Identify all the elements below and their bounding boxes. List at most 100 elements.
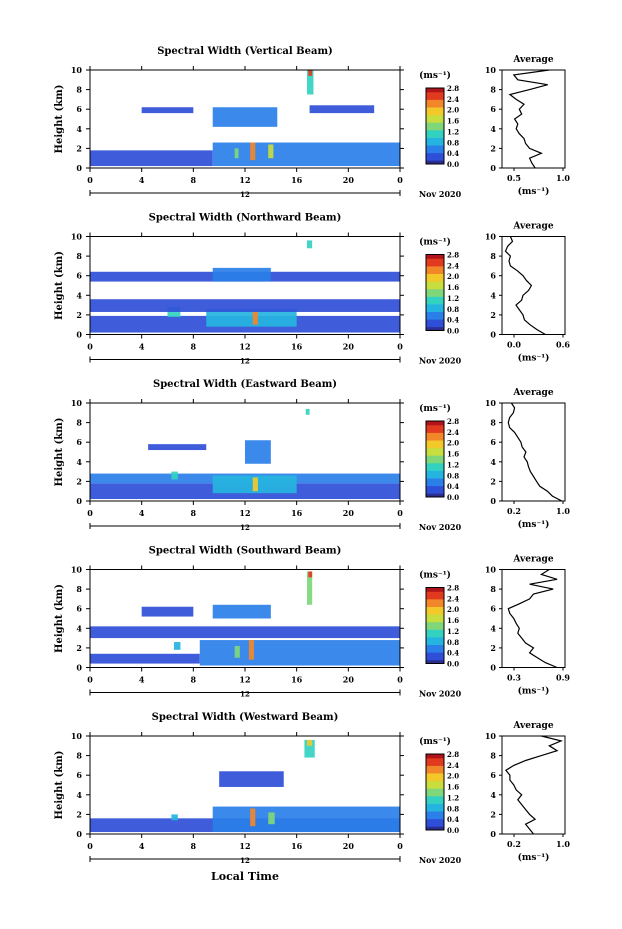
colorbar-cell <box>426 655 444 659</box>
colorbar-cell <box>426 608 444 611</box>
colorbar-cell <box>426 457 444 460</box>
colorbar-tick-label: 0.8 <box>447 138 459 147</box>
colorbar-cell <box>426 424 444 428</box>
colorbar-cell <box>426 604 444 607</box>
colorbar-cell <box>426 638 444 642</box>
colorbar-cell <box>426 158 444 161</box>
heatmap <box>90 571 400 666</box>
colorbar-cell <box>426 438 444 441</box>
colorbar-cell <box>426 131 444 135</box>
colorbar-cell <box>426 807 444 810</box>
x-tick-label: 8 <box>191 175 197 185</box>
colorbar-cell <box>426 279 444 282</box>
x-tick-label: 4 <box>139 675 145 685</box>
heatmap-cell <box>234 148 239 159</box>
colorbar-cell <box>426 828 444 831</box>
heatmap-cell <box>212 267 271 282</box>
x-tick-label: 0 <box>397 841 403 851</box>
colorbar-cell <box>426 782 444 785</box>
y-tick-label: 8 <box>76 85 82 95</box>
colorbar-tick-label: 0.4 <box>447 649 459 658</box>
heatmap-cell <box>307 739 313 746</box>
average-x-tick-label: 0.0 <box>507 340 521 350</box>
colorbar-cell <box>426 459 444 462</box>
average-y-tick-label: 2 <box>490 809 496 819</box>
colorbar-tick-label: 1.2 <box>447 627 459 636</box>
colorbar-cell <box>426 300 444 303</box>
y-tick-label: 2 <box>76 643 82 653</box>
average-y-tick-label: 4 <box>490 290 496 300</box>
x-tick-label: 4 <box>139 175 145 185</box>
colorbar-cell <box>426 822 444 825</box>
colorbar-cell <box>426 292 444 295</box>
colorbar-cell <box>426 95 444 98</box>
colorbar-cell <box>426 778 444 782</box>
colorbar-tick-label: 0.4 <box>447 815 459 824</box>
heatmap-cell <box>250 808 256 827</box>
colorbar-unit: (ms⁻¹) <box>419 403 451 414</box>
x-tick-label: 4 <box>139 342 145 352</box>
colorbar-cell <box>426 307 444 311</box>
colorbar-cell <box>426 610 444 613</box>
x-tick-label: 12 <box>239 508 250 518</box>
colorbar-cell <box>426 112 444 116</box>
y-tick-label: 8 <box>76 418 82 428</box>
colorbar-cell <box>426 290 444 293</box>
x-tick-label: 16 <box>291 841 303 851</box>
average-profile: Average 0 2 4 6 8 10 0.2 1.0 (ms⁻¹) <box>485 388 571 530</box>
date-label: Nov 2020 <box>419 356 462 366</box>
colorbar-cell <box>426 761 444 764</box>
colorbar-cell <box>426 784 444 787</box>
colorbar-cell <box>426 765 444 768</box>
colorbar-cell <box>426 421 444 424</box>
colorbar-cell <box>426 428 444 431</box>
y-tick-label: 8 <box>76 751 82 761</box>
heatmap <box>90 408 400 500</box>
global-xlabel: Local Time <box>211 870 279 883</box>
colorbar-cell <box>426 101 444 104</box>
colorbar-cell <box>426 820 444 823</box>
x-tick-label: 8 <box>191 675 197 685</box>
average-y-tick-label: 0 <box>490 496 496 506</box>
colorbar-tick-label: 0.0 <box>447 660 459 669</box>
panel-1: Spectral Width (Northward Beam) 0 2 4 6 8 10 He… <box>54 213 570 366</box>
y-tick-label: 10 <box>71 565 83 575</box>
y-tick-label: 2 <box>76 809 82 819</box>
colorbar-cell <box>426 472 444 475</box>
colorbar-cell <box>426 114 444 117</box>
colorbar-cell <box>426 103 444 106</box>
colorbar-cell <box>426 780 444 783</box>
colorbar-cell <box>426 127 444 131</box>
x-tick-label: 16 <box>291 175 303 185</box>
x-tick-label: 0 <box>397 342 403 352</box>
colorbar-cell <box>426 606 444 609</box>
colorbar-cell <box>426 466 444 469</box>
colorbar-cell <box>426 493 444 496</box>
colorbar-cell <box>426 491 444 494</box>
heatmap-cell <box>252 477 258 492</box>
colorbar-cell <box>426 593 444 596</box>
colorbar-cell <box>426 315 444 318</box>
colorbar-cell <box>426 152 444 155</box>
x-tick-label: 0 <box>87 508 93 518</box>
colorbar-cell <box>426 627 444 630</box>
y-tick-label: 4 <box>76 290 82 300</box>
average-line <box>507 402 563 502</box>
colorbar-cell <box>426 755 444 759</box>
heatmap-cell <box>141 107 194 114</box>
x-tick-label: 12 <box>239 342 250 352</box>
average-y-tick-label: 8 <box>490 418 496 428</box>
colorbar-cell <box>426 801 444 804</box>
average-xlabel: (ms⁻¹) <box>518 686 550 697</box>
colorbar-cell <box>426 126 444 129</box>
average-y-tick-label: 10 <box>485 398 497 408</box>
colorbar-cell <box>426 797 444 801</box>
colorbar-cell <box>426 600 444 604</box>
colorbar-cell <box>426 324 444 328</box>
colorbar-unit: (ms⁻¹) <box>419 570 451 581</box>
colorbar-cell <box>426 321 444 324</box>
average-y-tick-label: 8 <box>490 584 496 594</box>
average-y-tick-label: 4 <box>490 124 496 134</box>
colorbar-cell <box>426 824 444 827</box>
y-tick-label: 0 <box>76 663 82 673</box>
